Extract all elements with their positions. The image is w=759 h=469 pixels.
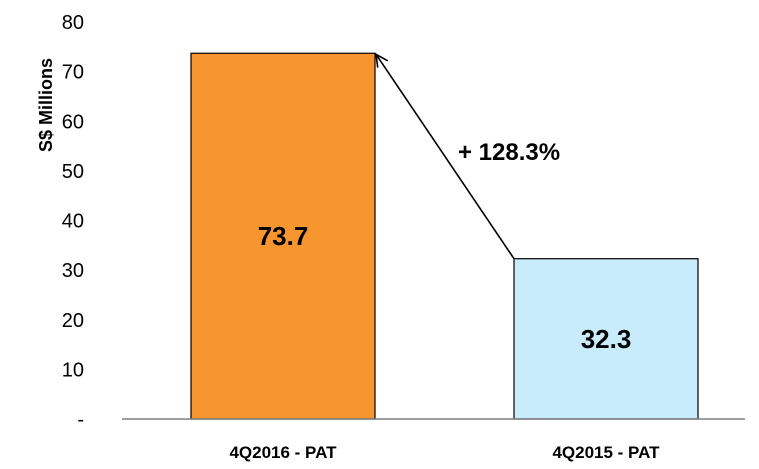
x-tick-label: 4Q2016 - PAT: [229, 443, 337, 462]
y-tick-label: 50: [62, 161, 84, 183]
growth-arrow: [374, 52, 515, 260]
y-tick-label: 60: [62, 111, 84, 133]
y-tick-label: 30: [62, 260, 84, 282]
bar: [513, 258, 699, 420]
y-tick-label: 40: [62, 211, 84, 233]
bar-value-label: 73.7: [258, 221, 309, 251]
bar-value-label: 32.3: [581, 324, 632, 354]
y-tick-label: -: [77, 409, 84, 431]
y-tick-label: 10: [62, 359, 84, 381]
y-axis-label: S$ Millions: [36, 58, 56, 152]
bars: 73.7 32.3: [190, 52, 699, 420]
x-tick-label: 4Q2015 - PAT: [552, 443, 660, 462]
y-axis-ticks: - 10 20 30 40 50 60 70 80: [62, 12, 84, 431]
growth-annotation: + 128.3%: [458, 139, 560, 166]
y-tick-label: 80: [62, 12, 84, 34]
x-axis-labels: 4Q2016 - PAT 4Q2015 - PAT: [229, 443, 660, 462]
y-tick-label: 70: [62, 62, 84, 84]
y-tick-label: 20: [62, 310, 84, 332]
bar: [190, 52, 376, 420]
